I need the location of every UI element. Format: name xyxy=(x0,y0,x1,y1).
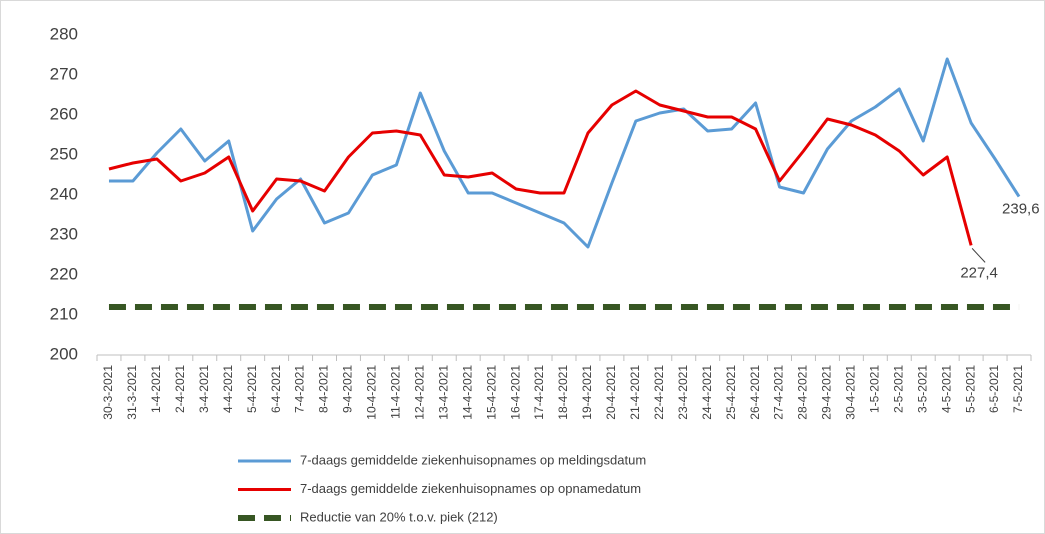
x-tick-label: 18-4-2021 xyxy=(556,365,570,420)
x-tick-label: 8-4-2021 xyxy=(317,365,331,413)
x-tick-label: 11-4-2021 xyxy=(389,365,403,419)
x-tick-label: 1-5-2021 xyxy=(868,365,882,413)
data-label: 227,4 xyxy=(960,264,998,281)
data-label: 239,6 xyxy=(1002,201,1040,218)
x-tick-label: 4-4-2021 xyxy=(221,365,235,413)
series-line xyxy=(108,89,973,246)
x-tick-label: 27-4-2021 xyxy=(772,365,786,420)
y-tick-label: 230 xyxy=(50,224,78,243)
x-tick-label: 1-4-2021 xyxy=(149,365,163,413)
x-tick-label: 26-4-2021 xyxy=(748,365,762,420)
y-tick-label: 210 xyxy=(50,304,78,323)
x-tick-label: 6-4-2021 xyxy=(269,365,283,413)
x-tick-label: 3-4-2021 xyxy=(197,365,211,413)
x-tick-label: 29-4-2021 xyxy=(820,365,834,420)
y-tick-label: 220 xyxy=(50,264,78,283)
y-tick-label: 240 xyxy=(50,184,78,203)
legend-label: Reductie van 20% t.o.v. piek (212) xyxy=(300,509,498,524)
x-tick-label: 2-4-2021 xyxy=(173,365,187,413)
x-tick-label: 28-4-2021 xyxy=(796,365,810,420)
x-tick-label: 10-4-2021 xyxy=(365,365,379,420)
x-tick-label: 24-4-2021 xyxy=(700,365,714,420)
x-tick-label: 12-4-2021 xyxy=(412,365,426,420)
x-tick-label: 20-4-2021 xyxy=(604,365,618,420)
y-tick-label: 280 xyxy=(50,24,78,43)
x-tick-label: 2-5-2021 xyxy=(891,365,905,413)
x-tick-label: 31-3-2021 xyxy=(125,365,139,420)
x-tick-label: 14-4-2021 xyxy=(460,365,474,420)
x-tick-label: 22-4-2021 xyxy=(652,365,666,420)
x-tick-label: 5-5-2021 xyxy=(963,365,977,413)
x-tick-label: 15-4-2021 xyxy=(484,365,498,420)
x-tick-label: 21-4-2021 xyxy=(628,365,642,420)
x-tick-label: 16-4-2021 xyxy=(508,365,522,420)
x-tick-label: 6-5-2021 xyxy=(987,365,1001,413)
x-tick-label: 17-4-2021 xyxy=(532,365,546,420)
x-tick-label: 19-4-2021 xyxy=(580,365,594,420)
x-tick-label: 30-3-2021 xyxy=(101,365,115,420)
x-tick-label: 9-4-2021 xyxy=(341,365,355,413)
x-tick-label: 4-5-2021 xyxy=(939,365,953,413)
x-tick-label: 23-4-2021 xyxy=(676,365,690,420)
x-tick-label: 13-4-2021 xyxy=(436,365,450,420)
leader-line xyxy=(971,248,986,263)
y-tick-label: 250 xyxy=(50,144,78,163)
legend-label: 7-daags gemiddelde ziekenhuisopnames op … xyxy=(300,481,641,496)
y-tick-label: 200 xyxy=(50,344,78,363)
x-tick-label: 7-5-2021 xyxy=(1011,365,1025,413)
x-tick-label: 30-4-2021 xyxy=(844,365,858,420)
legend-label: 7-daags gemiddelde ziekenhuisopnames op … xyxy=(300,452,646,467)
x-tick-label: 5-4-2021 xyxy=(245,365,259,413)
series-line xyxy=(108,57,1021,249)
y-tick-label: 260 xyxy=(50,104,78,123)
y-tick-label: 270 xyxy=(50,64,78,83)
x-tick-label: 3-5-2021 xyxy=(915,365,929,413)
x-tick-label: 7-4-2021 xyxy=(293,365,307,413)
x-tick-label: 25-4-2021 xyxy=(724,365,738,420)
